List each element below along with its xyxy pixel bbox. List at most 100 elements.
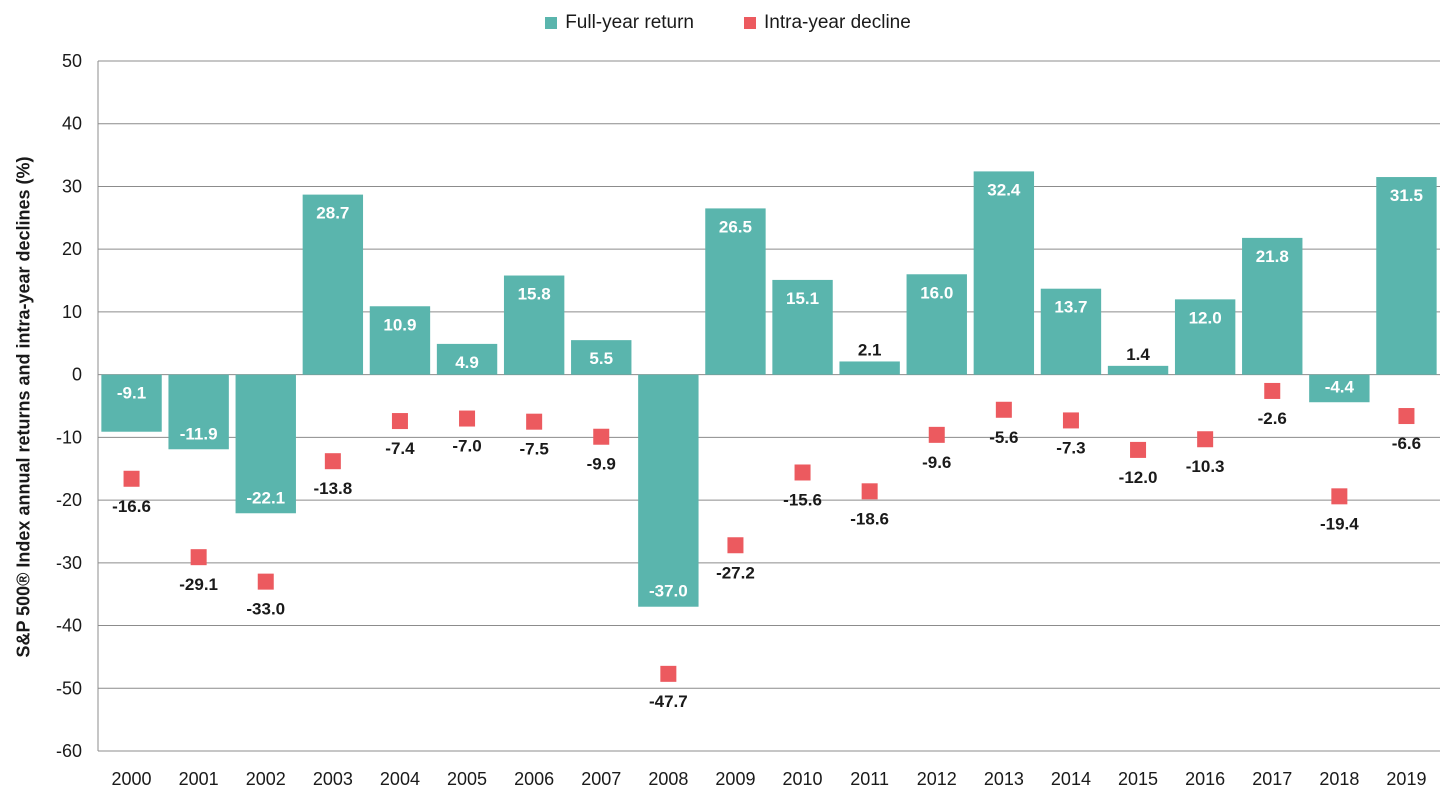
y-tick-label: 10 (62, 302, 82, 322)
bar-value-label: -11.9 (180, 424, 218, 443)
marker-intra-year-decline (593, 428, 610, 445)
y-tick-label: -40 (56, 616, 82, 636)
bar-full-year-return (436, 343, 498, 375)
x-tick-label: 2014 (1051, 769, 1091, 789)
bar-value-label: 21.8 (1256, 247, 1289, 266)
bar-full-year-return (369, 306, 431, 375)
bar-value-label: -37.0 (649, 582, 688, 601)
decline-value-label: -18.6 (850, 509, 889, 528)
bar-full-year-return (571, 340, 632, 375)
legend-swatch-full-year-return (545, 17, 558, 29)
bar-full-year-return (906, 274, 967, 375)
legend-item-intra-year-decline: Intra-year decline (744, 12, 911, 34)
marker-intra-year-decline (391, 413, 408, 430)
bar-full-year-return (1309, 374, 1370, 403)
marker-intra-year-decline (928, 426, 945, 443)
decline-value-label: -19.4 (1320, 514, 1359, 533)
x-tick-label: 2019 (1386, 769, 1426, 789)
decline-value-label: -33.0 (246, 600, 285, 619)
gridlines (98, 60, 1440, 752)
bar-full-year-return (1376, 177, 1437, 375)
bar-value-label: 2.1 (858, 340, 882, 359)
decline-value-label: -16.6 (112, 497, 151, 516)
x-tick-label: 2002 (246, 769, 286, 789)
x-tick-label: 2011 (850, 769, 889, 789)
legend-label-full-year-return: Full-year return (565, 12, 695, 33)
bar-full-year-return (973, 171, 1035, 375)
marker-intra-year-decline (727, 537, 744, 554)
decline-value-label: -7.4 (385, 439, 415, 458)
y-tick-label: 0 (72, 365, 82, 385)
bar-full-year-return (1107, 365, 1169, 375)
decline-value-label: -7.5 (520, 440, 549, 459)
marker-intra-year-decline (459, 410, 476, 427)
decline-value-label: -7.3 (1056, 438, 1085, 457)
bar-full-year-return (1040, 288, 1102, 375)
x-tick-label: 2015 (1118, 769, 1158, 789)
decline-value-label: -5.6 (989, 428, 1018, 447)
y-tick-label: -30 (56, 553, 82, 573)
y-tick-labels: 50 40 30 20 10 0 -10 -20 -30 -40 -50 -60 (56, 51, 82, 761)
marker-intra-year-decline (861, 483, 878, 500)
y-tick-label: 40 (62, 114, 82, 134)
decline-value-label: -47.7 (649, 692, 688, 711)
bar-value-label: 32.4 (987, 180, 1021, 199)
decline-markers (123, 382, 1415, 682)
bar-value-label: -9.1 (117, 384, 146, 403)
bar-full-year-return (705, 208, 766, 375)
x-tick-label: 2007 (581, 769, 621, 789)
x-tick-label: 2006 (514, 769, 554, 789)
marker-intra-year-decline (794, 464, 811, 481)
bar-value-label: 15.1 (786, 289, 819, 308)
bar-value-label: 13.7 (1054, 298, 1087, 317)
bar-labels: -9.1 -11.9 -22.1 28.7 10.9 4.9 15.8 5.5 -37.0 26.… (117, 180, 1423, 600)
bar-full-year-return (235, 374, 296, 514)
decline-value-label: -15.6 (783, 490, 822, 509)
marker-intra-year-decline (1197, 431, 1214, 448)
bar-value-label: 12.0 (1189, 308, 1222, 327)
y-tick-label: -50 (56, 678, 82, 698)
y-tick-label: -60 (56, 741, 82, 761)
marker-intra-year-decline (1062, 412, 1079, 429)
bars (101, 171, 1437, 607)
bar-value-label: -22.1 (246, 488, 285, 507)
bar-full-year-return (839, 361, 900, 375)
decline-value-label: -13.8 (313, 479, 352, 498)
legend: Full-year return Intra-year decline (0, 12, 1456, 34)
bar-value-label: 31.5 (1390, 186, 1423, 205)
x-tick-label: 2000 (112, 769, 152, 789)
y-tick-label: 20 (62, 239, 82, 259)
decline-value-label: -6.6 (1392, 434, 1421, 453)
marker-intra-year-decline (190, 549, 207, 566)
marker-intra-year-decline (660, 665, 677, 682)
decline-value-label: -9.6 (922, 453, 951, 472)
marker-intra-year-decline (123, 470, 140, 487)
y-tick-label: -10 (56, 427, 82, 447)
marker-intra-year-decline (995, 401, 1012, 418)
bar-full-year-return (772, 279, 833, 375)
legend-item-full-year-return: Full-year return (545, 12, 694, 34)
bar-full-year-return (1174, 299, 1236, 375)
legend-swatch-intra-year-decline (744, 17, 757, 29)
bar-full-year-return (638, 374, 699, 607)
decline-value-label: -9.9 (587, 455, 616, 474)
marker-intra-year-decline (526, 413, 543, 430)
decline-value-label: -7.0 (452, 437, 481, 456)
bar-value-label: 15.8 (518, 285, 551, 304)
y-tick-label: 30 (62, 176, 82, 196)
bar-full-year-return (302, 194, 364, 375)
bar-value-label: 16.0 (920, 283, 953, 302)
bar-value-label: 5.5 (589, 349, 613, 368)
x-tick-label: 2016 (1185, 769, 1225, 789)
marker-intra-year-decline (324, 453, 341, 470)
decline-value-label: -27.2 (716, 563, 755, 582)
x-tick-label: 2009 (715, 769, 755, 789)
marker-intra-year-decline (1264, 382, 1281, 399)
decline-value-label: -12.0 (1119, 468, 1158, 487)
x-tick-label: 2001 (179, 769, 219, 789)
x-tick-label: 2013 (984, 769, 1024, 789)
x-tick-label: 2010 (783, 769, 823, 789)
bar-value-label: 1.4 (1126, 345, 1150, 364)
x-tick-label: 2008 (648, 769, 688, 789)
